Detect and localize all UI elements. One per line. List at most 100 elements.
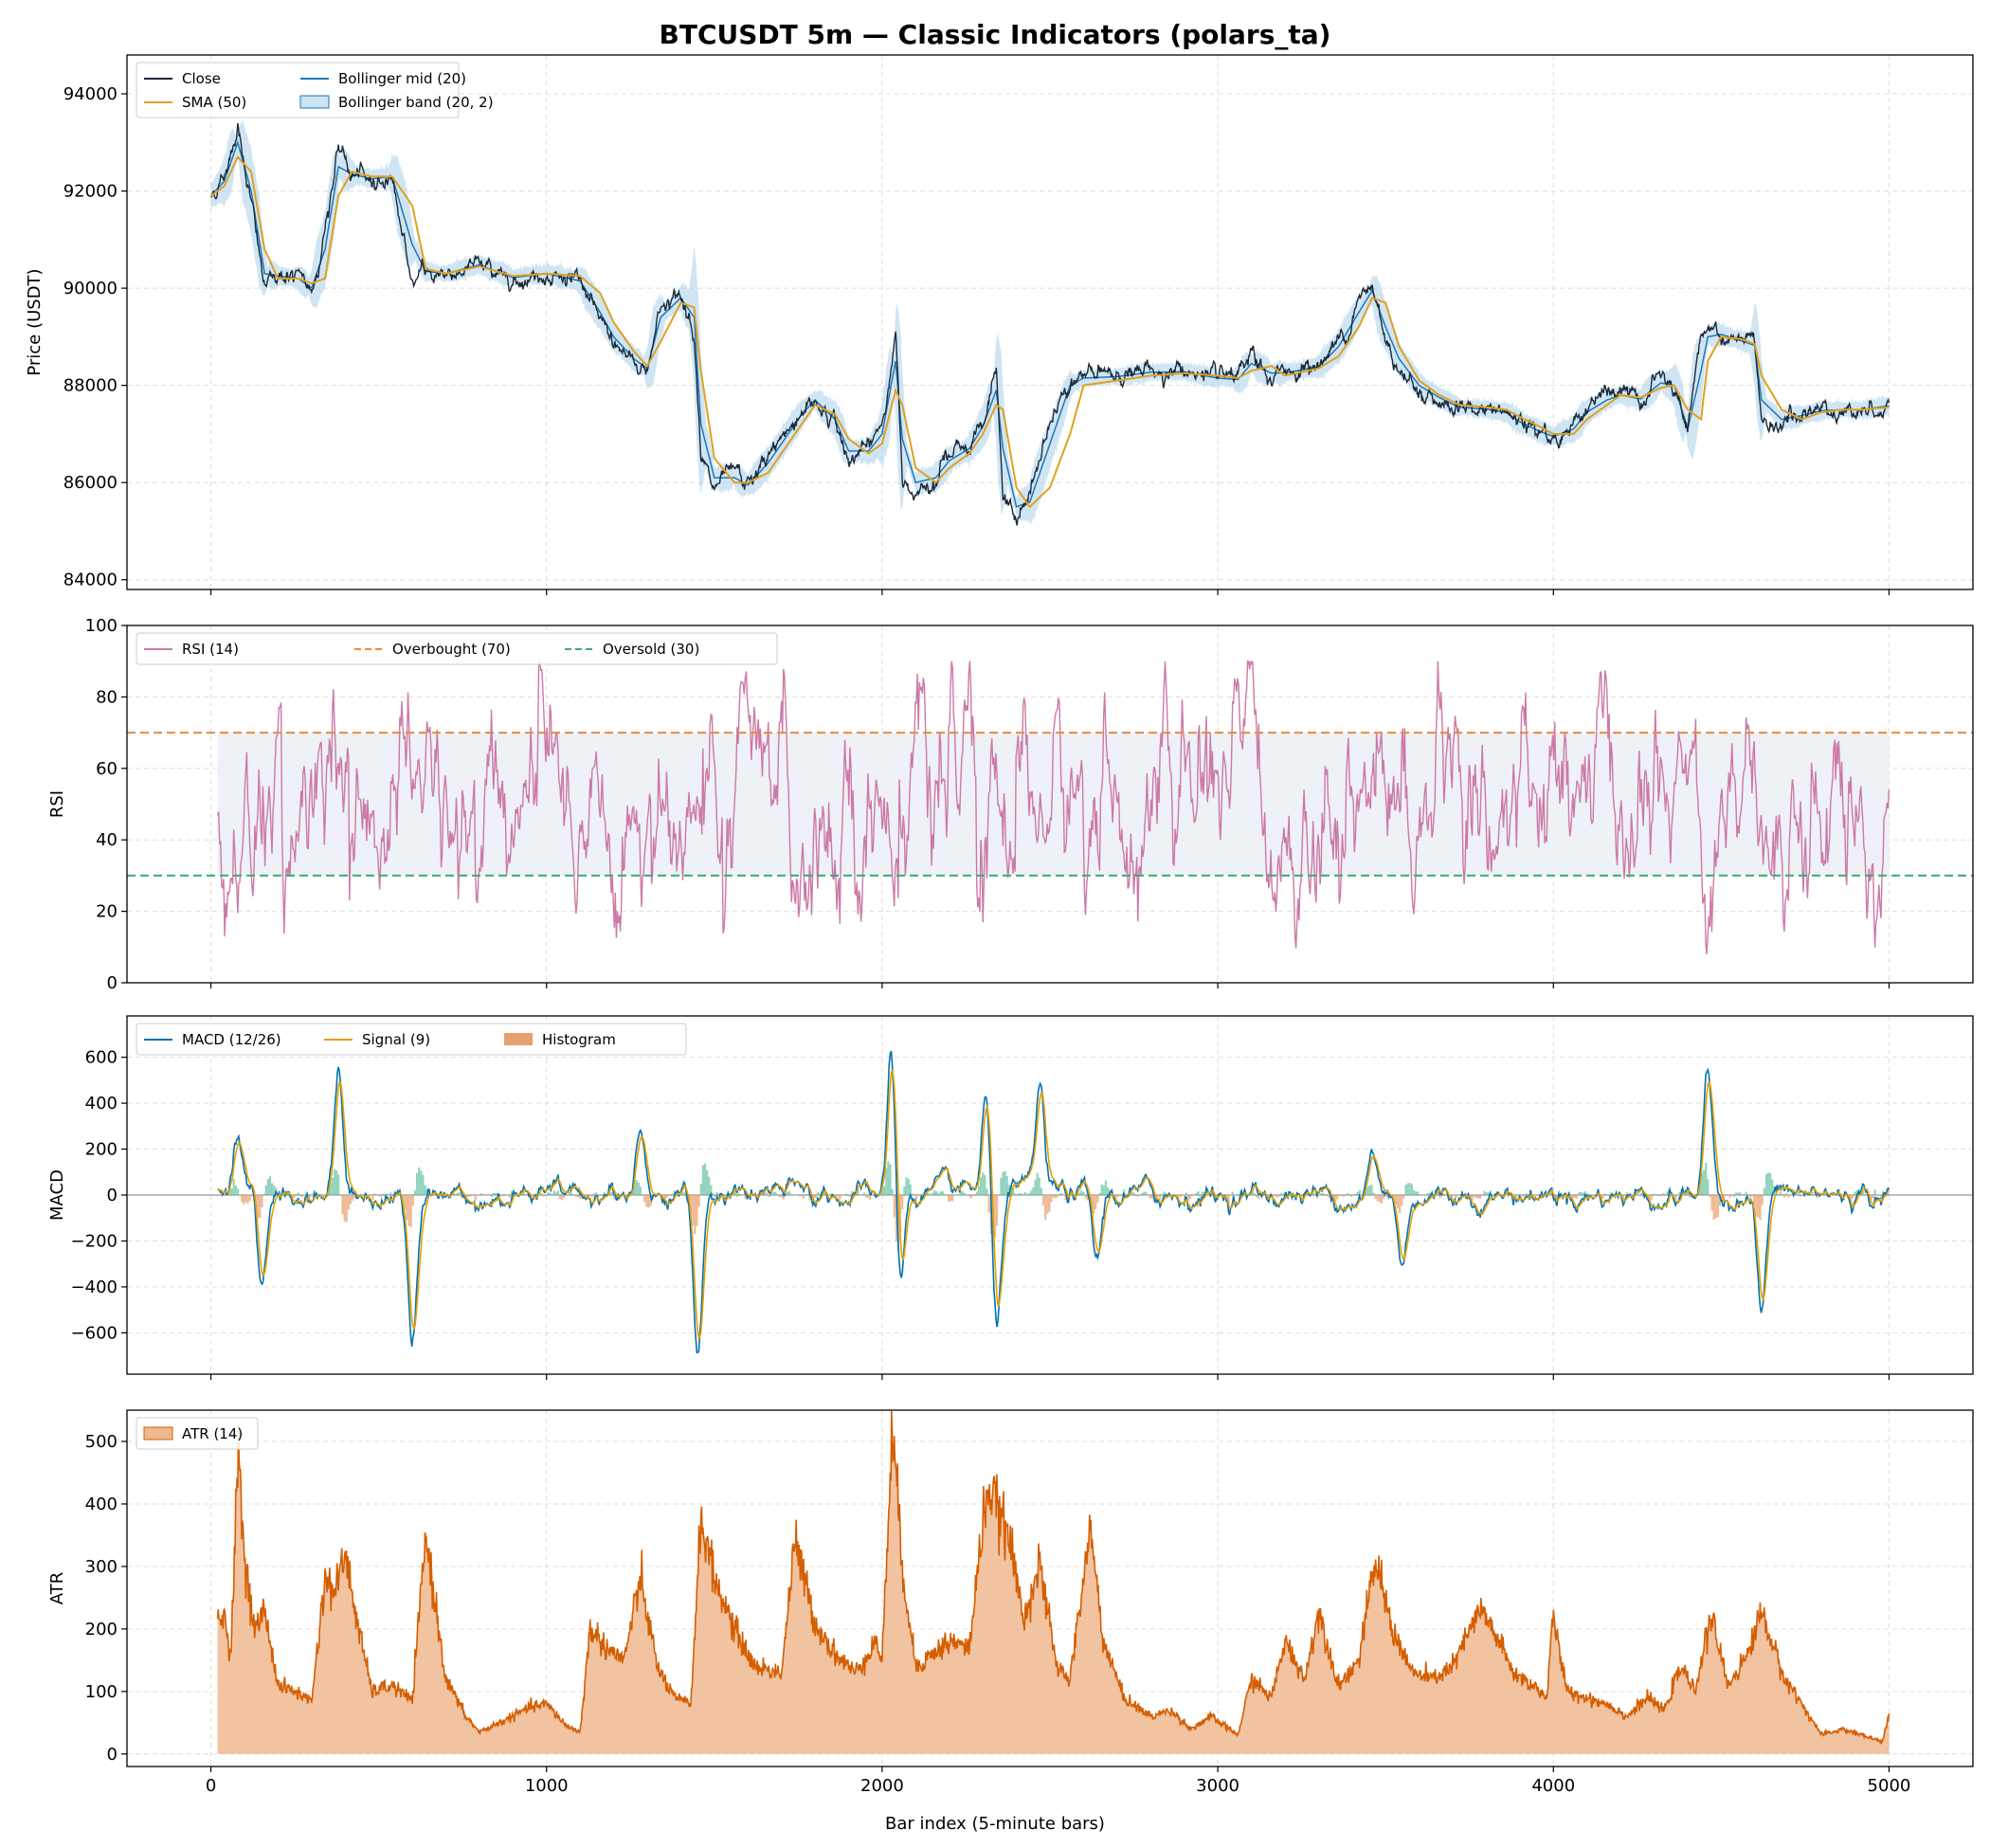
histogram-bar [1005, 1175, 1008, 1195]
legend-label: Close [182, 70, 221, 87]
histogram-bar [1040, 1187, 1042, 1195]
histogram-bar [1873, 1189, 1876, 1195]
histogram-bar [611, 1191, 614, 1195]
histogram-bar [488, 1195, 491, 1196]
y-axis-label: ATR [47, 1572, 67, 1604]
histogram-bar [1571, 1195, 1575, 1199]
histogram-bar [1716, 1195, 1720, 1218]
histogram-bar [1052, 1195, 1055, 1198]
histogram-bar [696, 1195, 698, 1226]
histogram-bar [835, 1195, 838, 1196]
histogram-bar [470, 1195, 473, 1197]
histogram-bar [889, 1164, 892, 1195]
histogram-bar [347, 1195, 350, 1210]
histogram-bar [733, 1191, 736, 1195]
histogram-bar [710, 1185, 713, 1195]
histogram-bar [1684, 1193, 1688, 1195]
histogram-bar [1354, 1193, 1357, 1195]
histogram-bar [1020, 1193, 1022, 1195]
histogram-bar [921, 1193, 924, 1195]
histogram-bar [1678, 1191, 1681, 1195]
histogram-bar [1674, 1195, 1677, 1200]
histogram-bar [381, 1193, 385, 1195]
histogram-bar [1396, 1195, 1400, 1208]
histogram-bar [724, 1195, 727, 1200]
atr-line [216, 1410, 1890, 1746]
histogram-bar [230, 1187, 233, 1195]
histogram-bar [706, 1169, 709, 1195]
histogram-bar [228, 1188, 231, 1195]
histogram-bar [1313, 1193, 1317, 1195]
histogram-bar [1698, 1184, 1701, 1195]
histogram-bar [456, 1193, 459, 1195]
histogram-bar [1656, 1195, 1659, 1196]
histogram-bar [1163, 1191, 1166, 1195]
histogram-bar [1537, 1195, 1540, 1196]
histogram-bar [1383, 1195, 1385, 1200]
histogram-bar [814, 1195, 817, 1199]
histogram-bar [1689, 1195, 1692, 1198]
histogram-bar [1183, 1195, 1185, 1197]
histogram-bar [1809, 1194, 1812, 1195]
histogram-bar [772, 1191, 775, 1195]
histogram-bar [1474, 1195, 1478, 1199]
histogram-bar [1340, 1195, 1343, 1196]
y-tick-label: −200 [71, 1231, 118, 1251]
histogram-bar [1473, 1195, 1475, 1198]
histogram-bar [262, 1193, 265, 1195]
histogram-bar [1782, 1195, 1786, 1198]
histogram-bar [1060, 1192, 1063, 1195]
y-tick-label: 92000 [63, 182, 118, 202]
histogram-bar [948, 1195, 950, 1202]
sma-line [209, 154, 1890, 509]
legend-label: RSI (14) [182, 641, 239, 658]
histogram-bar [907, 1178, 910, 1195]
histogram-bar [1727, 1195, 1729, 1196]
histogram-bar [633, 1181, 636, 1195]
histogram-bar [236, 1187, 240, 1195]
histogram-bar [295, 1194, 298, 1195]
histogram-bar [798, 1195, 801, 1197]
histogram-bar [1223, 1194, 1226, 1195]
chart-title: BTCUSDT 5m — Classic Indicators (polars_… [660, 19, 1331, 50]
histogram-bar [1682, 1194, 1685, 1195]
histogram-bar [1764, 1173, 1768, 1195]
histogram-bar [1513, 1194, 1516, 1195]
histogram-bar [977, 1186, 981, 1195]
histogram-bar [1523, 1193, 1527, 1195]
histogram-bar [1730, 1195, 1733, 1196]
histogram-bar [917, 1195, 920, 1196]
histogram-bar [860, 1194, 863, 1195]
histogram-bar [1322, 1192, 1325, 1195]
histogram-bar [919, 1194, 922, 1195]
panel-price: 84000 86000 88000 90000 92000 94000 Price (USD… [25, 54, 1974, 595]
histogram-bar [1195, 1192, 1198, 1195]
histogram-bar [1201, 1191, 1203, 1195]
histogram-bar [1402, 1195, 1405, 1199]
y-tick-label: 20 [96, 902, 118, 922]
histogram-bar [384, 1193, 387, 1195]
histogram-bar [1356, 1191, 1359, 1195]
histogram-bar [1370, 1185, 1373, 1195]
histogram-bar [268, 1176, 272, 1195]
histogram-bar [1850, 1195, 1853, 1201]
histogram-bar [563, 1195, 566, 1198]
histogram-bar [234, 1185, 237, 1195]
histogram-bar [893, 1195, 896, 1218]
histogram-bar [1141, 1193, 1144, 1195]
histogram-bar [1122, 1188, 1126, 1195]
histogram-bar [806, 1193, 809, 1195]
histogram-bar [824, 1195, 827, 1196]
histogram-bar [1521, 1195, 1524, 1198]
histogram-bar [1587, 1193, 1591, 1195]
histogram-bar [1277, 1195, 1280, 1197]
histogram-bar [454, 1193, 457, 1195]
histogram-bar [1420, 1195, 1423, 1196]
x-tick-label: 0 [206, 1776, 216, 1796]
histogram-bar [1785, 1192, 1788, 1195]
histogram-bar [1861, 1189, 1865, 1195]
histogram-bar [708, 1176, 711, 1195]
legend-label: ATR (14) [182, 1425, 243, 1442]
